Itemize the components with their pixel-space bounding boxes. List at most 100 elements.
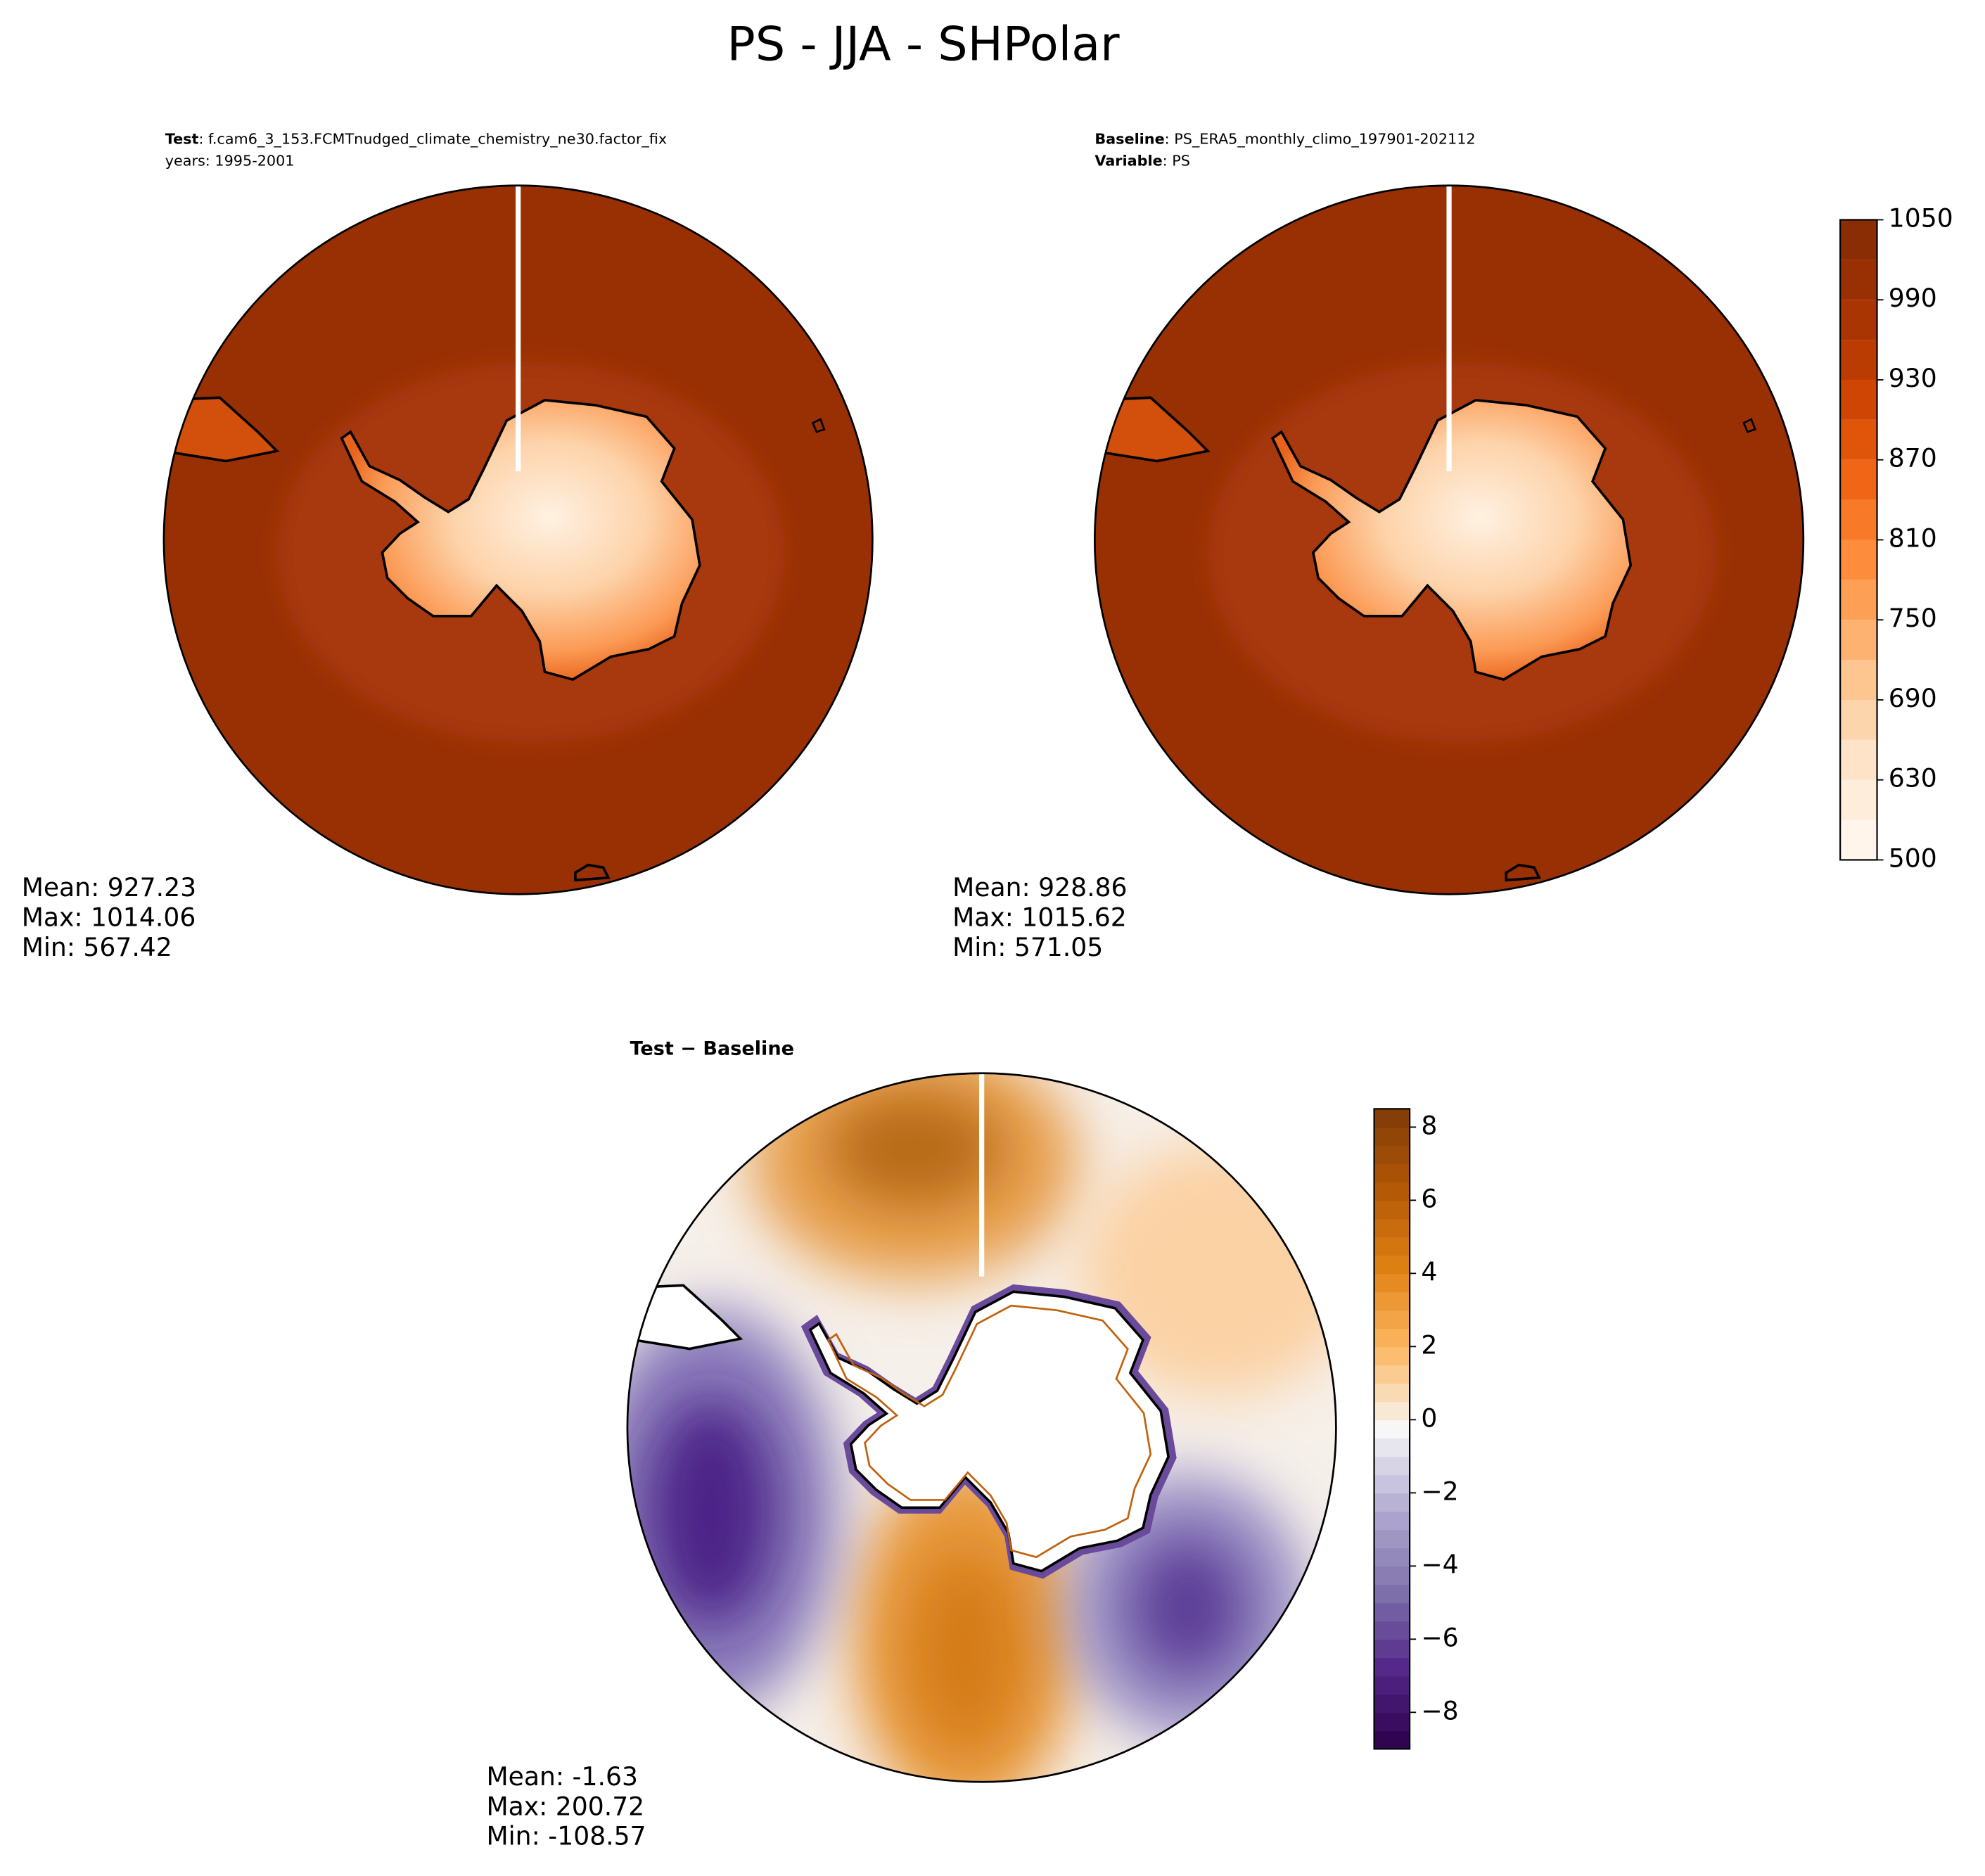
- colorbar-band: [1840, 540, 1877, 580]
- colorbar-band: [1374, 1346, 1410, 1366]
- anomaly-blob: [647, 1397, 775, 1626]
- anomaly-blob: [1130, 1536, 1245, 1677]
- map-boundary: [162, 184, 874, 895]
- colorbar-band: [1840, 379, 1877, 420]
- summary-stat: Min: -108.57: [487, 1821, 646, 1851]
- colorbar-band: [1374, 1657, 1410, 1677]
- colorbar-band: [1374, 1273, 1410, 1293]
- colorbar-band: [1840, 340, 1877, 380]
- colorbar-band: [1374, 1109, 1410, 1128]
- colorbar-tick-label: 1050: [1889, 203, 1953, 233]
- colorbar-tick-label: −8: [1421, 1695, 1458, 1725]
- anomaly-blob: [825, 1092, 1004, 1207]
- colorbar-band: [1374, 1328, 1410, 1348]
- colorbar-band: [1374, 1218, 1410, 1238]
- island: [1742, 418, 1756, 433]
- antarctica-contour: [826, 1304, 1152, 1559]
- colorbar-band: [1374, 1163, 1410, 1183]
- south-america: [627, 1284, 743, 1351]
- panel-header: Baseline: PS_ERA5_monthly_climo_197901-2…: [1094, 131, 1475, 148]
- summary-stat: Mean: 928.86: [952, 872, 1127, 902]
- map: [162, 184, 874, 895]
- seam-artifact: [1446, 185, 1452, 471]
- colorbar-tick-label: 4: [1421, 1256, 1437, 1287]
- summary-stat: Max: 200.72: [487, 1791, 645, 1821]
- summary-stat: Min: 567.42: [22, 932, 172, 962]
- colorbar-band: [1374, 1291, 1410, 1311]
- colorbar-band: [1840, 620, 1877, 661]
- colorbar-band: [1840, 660, 1877, 700]
- south-america: [1094, 396, 1211, 463]
- colorbar-tick-label: 810: [1889, 523, 1937, 553]
- colorbar-band: [1374, 1365, 1410, 1384]
- map-boundary: [1093, 184, 1805, 895]
- summary-stat: Max: 1014.06: [22, 902, 196, 932]
- colorbar-tick-label: 630: [1889, 763, 1937, 793]
- colorbar-band: [1840, 219, 1877, 260]
- colorbar-band: [1374, 1730, 1410, 1750]
- panel-header: Test: f.cam6_3_153.FCMTnudged_climate_ch…: [165, 131, 667, 148]
- colorbar-tick-label: 500: [1889, 843, 1937, 873]
- colorbar-band: [1374, 1145, 1410, 1165]
- colorbar-band: [1840, 739, 1877, 780]
- colorbar-band: [1374, 1255, 1410, 1275]
- colorbar-band: [1840, 779, 1877, 820]
- colorbar-band: [1374, 1127, 1410, 1147]
- colorbar-band: [1840, 699, 1877, 740]
- colorbar-band: [1374, 1694, 1410, 1714]
- panel-header: years: 1995-2001: [165, 152, 295, 169]
- colorbar-tick-label: 870: [1889, 443, 1937, 473]
- island: [574, 863, 611, 882]
- colorbar-band: [1374, 1493, 1410, 1512]
- colorbar-band: [1374, 1383, 1410, 1403]
- colorbar-band: [1840, 260, 1877, 300]
- colorbar-tick-label: −2: [1421, 1476, 1458, 1506]
- map-field: [627, 1073, 1336, 1782]
- panel-header: Test − Baseline: [630, 1038, 794, 1059]
- header-value: : PS_ERA5_monthly_climo_197901-202112: [1165, 131, 1476, 148]
- summary-stat: Min: 571.05: [952, 932, 1103, 962]
- colorbar-band: [1374, 1639, 1410, 1659]
- colorbar-band: [1840, 499, 1877, 540]
- colorbar-tick-label: −6: [1421, 1622, 1458, 1652]
- colorbar-band: [1374, 1602, 1410, 1622]
- colorbar-band: [1374, 1566, 1410, 1585]
- header-value: years: 1995-2001: [165, 152, 295, 169]
- colorbar-band: [1374, 1584, 1410, 1604]
- colorbar-band: [1374, 1712, 1410, 1732]
- header-value: : PS: [1163, 152, 1190, 169]
- colorbar-band: [1374, 1474, 1410, 1494]
- colorbar-band: [1374, 1529, 1410, 1549]
- colorbar-band: [1374, 1237, 1410, 1256]
- colorbar-band: [1374, 1676, 1410, 1695]
- colorbar-tick-label: 690: [1889, 683, 1937, 713]
- south-america: [163, 396, 280, 463]
- colorbar-band: [1840, 580, 1877, 620]
- colorbar-tick-label: 8: [1421, 1110, 1437, 1140]
- colorbar-band: [1374, 1182, 1410, 1201]
- colorbar-tick-label: −4: [1421, 1549, 1458, 1579]
- colorbar-band: [1374, 1621, 1410, 1640]
- antarctica-margin: [800, 1284, 1177, 1579]
- map-field: [163, 185, 873, 895]
- colorbar-tick-label: 930: [1889, 363, 1937, 393]
- colorbar-tick-label: 2: [1421, 1329, 1437, 1360]
- panel-header: Variable: PS: [1094, 152, 1190, 169]
- header-key: Test − Baseline: [630, 1038, 794, 1059]
- summary-stat: Max: 1015.62: [952, 902, 1127, 932]
- colorbar-band: [1374, 1548, 1410, 1567]
- map-boundary: [626, 1072, 1337, 1783]
- colorbar-band: [1840, 459, 1877, 500]
- map: [1093, 184, 1805, 895]
- seam-artifact: [516, 185, 521, 471]
- header-key: Test: [165, 131, 199, 148]
- summary-stat: Mean: 927.23: [22, 872, 196, 902]
- colorbar-band: [1374, 1200, 1410, 1220]
- colorbar-tick-label: 990: [1889, 283, 1937, 313]
- colorbar-tick-label: 0: [1421, 1403, 1437, 1433]
- colorbar-band: [1840, 300, 1877, 340]
- colorbar-band: [1374, 1419, 1410, 1439]
- antarctica: [1270, 399, 1633, 682]
